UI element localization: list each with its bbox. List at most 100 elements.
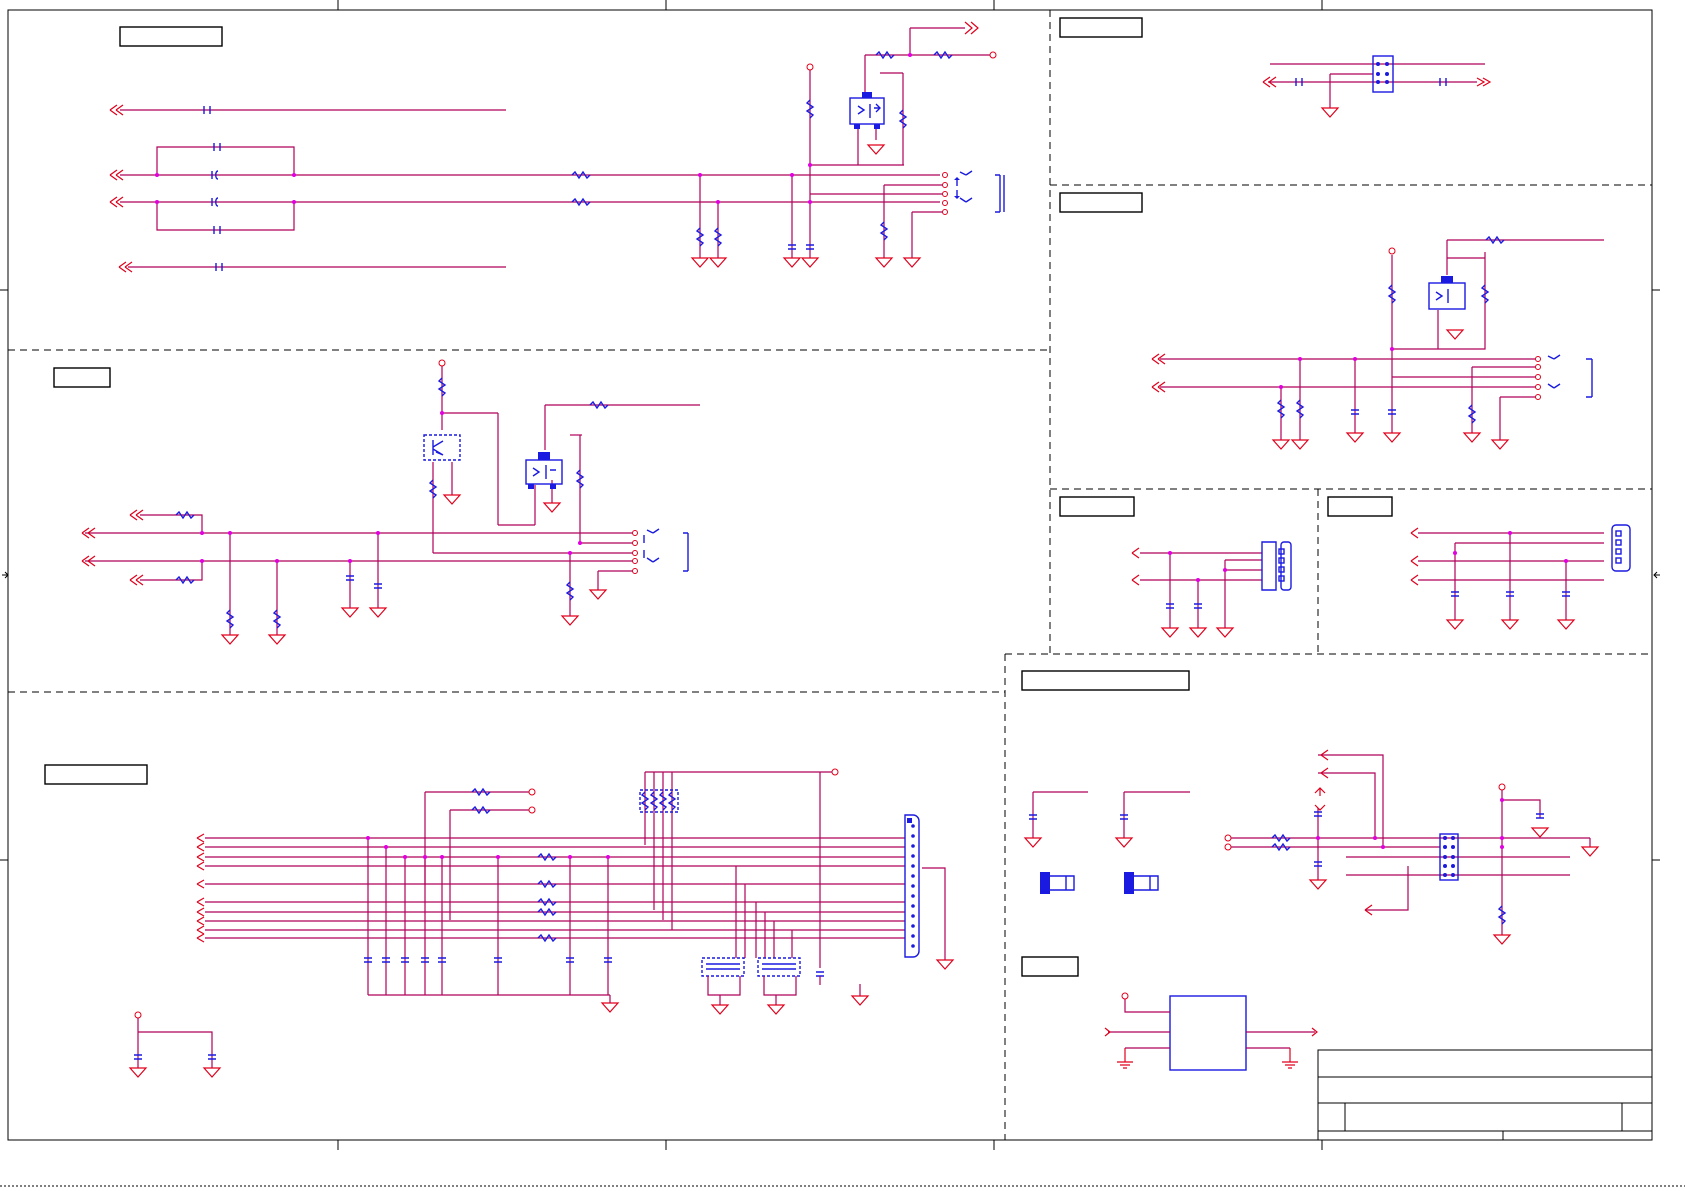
resistor bbox=[537, 879, 557, 889]
capacitor bbox=[134, 1054, 216, 1060]
junction bbox=[366, 836, 370, 840]
section-top-right-b bbox=[1151, 235, 1604, 450]
ground-symbol bbox=[1320, 107, 1340, 118]
resistor bbox=[537, 897, 557, 907]
power-pin bbox=[438, 359, 446, 367]
capacitor bbox=[401, 957, 409, 963]
ground-symbol bbox=[128, 1067, 148, 1078]
section-bottom-right-sub bbox=[1104, 992, 1318, 1071]
ground-symbol bbox=[600, 1002, 620, 1013]
resistor bbox=[272, 609, 282, 629]
resistor bbox=[471, 805, 491, 815]
ground-symbol bbox=[782, 257, 802, 268]
ground-symbol bbox=[202, 1067, 222, 1078]
ground-symbol bbox=[1445, 619, 1576, 630]
connector-4pin bbox=[1261, 541, 1277, 591]
ground-symbol bbox=[1282, 1048, 1298, 1069]
capacitor bbox=[1451, 591, 1570, 597]
resistor bbox=[1387, 284, 1490, 424]
resistor bbox=[1485, 235, 1505, 245]
title-box-right-d bbox=[1327, 496, 1393, 517]
capacitor bbox=[346, 575, 354, 581]
power-pin bbox=[989, 51, 997, 59]
ground-symbol bbox=[710, 1004, 730, 1015]
ground-symbol bbox=[708, 257, 728, 268]
resistor bbox=[537, 852, 557, 862]
capacitor-array bbox=[757, 957, 801, 977]
resistor bbox=[898, 109, 908, 129]
connector-header bbox=[1439, 833, 1459, 881]
capacitor bbox=[364, 957, 372, 963]
capacitor bbox=[1029, 814, 1128, 820]
capacitor bbox=[421, 957, 429, 963]
off-page-connector bbox=[81, 555, 96, 567]
transistor-package bbox=[423, 434, 461, 461]
ground-symbol bbox=[1117, 1048, 1133, 1069]
resistor bbox=[805, 99, 815, 119]
off-page-connector bbox=[196, 916, 205, 926]
off-page-connector bbox=[196, 852, 205, 862]
junction bbox=[384, 845, 388, 849]
ground-symbol bbox=[800, 257, 820, 268]
off-page-connector bbox=[1320, 749, 1329, 779]
resistor bbox=[879, 221, 889, 241]
resistor bbox=[175, 510, 195, 520]
resistor bbox=[428, 479, 438, 499]
power-pin bbox=[1224, 843, 1232, 851]
capacitor bbox=[1295, 78, 1447, 86]
capacitor bbox=[494, 957, 502, 963]
ground-symbol bbox=[267, 634, 287, 645]
power-pin bbox=[1498, 783, 1506, 791]
off-page-connector bbox=[196, 897, 205, 907]
section-top-left-components bbox=[109, 21, 1005, 273]
resistor bbox=[1276, 399, 1305, 419]
title-box-right-c bbox=[1059, 496, 1135, 517]
vga-connector bbox=[904, 814, 920, 958]
ground-symbol bbox=[588, 589, 608, 600]
power-pin bbox=[528, 806, 536, 814]
junction bbox=[568, 855, 572, 859]
off-page-connector bbox=[196, 933, 205, 943]
resistor bbox=[565, 581, 575, 601]
title-block bbox=[1317, 1049, 1653, 1141]
capacitor bbox=[1166, 603, 1202, 609]
resistor bbox=[575, 469, 585, 489]
resistor bbox=[175, 575, 195, 585]
mosfet-package bbox=[1428, 282, 1466, 310]
connector-pin bbox=[911, 854, 915, 858]
capacitor bbox=[215, 263, 223, 271]
ground-symbol bbox=[542, 502, 562, 513]
junction bbox=[606, 855, 610, 859]
resistor bbox=[571, 197, 591, 207]
power-pin bbox=[806, 63, 814, 71]
ground-symbol bbox=[560, 615, 580, 626]
connector-pin bbox=[911, 914, 915, 918]
section-dividers bbox=[8, 10, 1652, 1140]
off-page-connector bbox=[196, 907, 205, 917]
power-pin bbox=[831, 768, 839, 776]
off-page-connector bbox=[118, 261, 133, 273]
resistor bbox=[695, 227, 705, 247]
connector-pin bbox=[911, 884, 915, 888]
connector-pin bbox=[911, 924, 915, 928]
title-box-top-right-b bbox=[1059, 192, 1143, 213]
section-title-boxes bbox=[44, 17, 1393, 977]
junction bbox=[423, 855, 427, 859]
ground-symbol bbox=[1492, 934, 1512, 945]
off-page-connector bbox=[196, 925, 205, 935]
off-page-connector bbox=[109, 104, 124, 116]
junction bbox=[496, 855, 500, 859]
resistor bbox=[537, 933, 557, 943]
power-pin bbox=[1121, 992, 1129, 1000]
section-right-d bbox=[1410, 524, 1631, 630]
title-box-bottom-right-sub bbox=[1021, 956, 1079, 977]
capacitor bbox=[566, 957, 574, 963]
capacitor-array bbox=[701, 957, 745, 977]
resistor bbox=[571, 170, 591, 180]
audio-jack bbox=[1586, 358, 1593, 398]
ground-symbol bbox=[1530, 827, 1550, 838]
section-bottom-left bbox=[128, 768, 955, 1078]
off-page-connector bbox=[1364, 904, 1373, 916]
ground-symbol bbox=[1308, 879, 1328, 890]
off-page-connector bbox=[1151, 381, 1166, 393]
